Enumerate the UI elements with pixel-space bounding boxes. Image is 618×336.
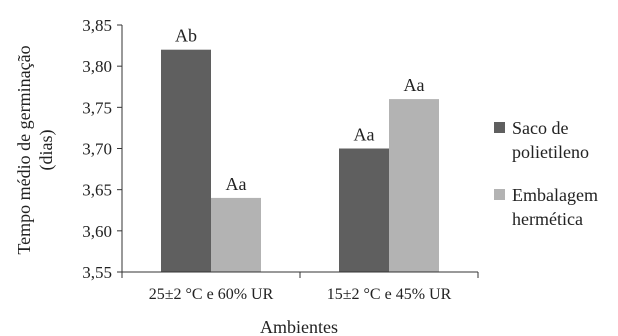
y-tick-label: 3,80: [82, 57, 112, 76]
y-axis-title-line-1: Tempo médio de germinação: [14, 45, 34, 254]
legend-label: Embalagem: [512, 185, 598, 205]
bars: [161, 49, 439, 273]
x-axis-ticks: [121, 272, 479, 278]
data-labels: Ab Aa Aa Aa: [175, 26, 425, 194]
x-category-label: 15±2 °C e 45% UR: [327, 286, 452, 303]
legend-swatch: [494, 189, 505, 200]
y-tick-label: 3,60: [82, 222, 112, 241]
data-label: Aa: [226, 174, 247, 194]
y-axis-title: Tempo médio de germinação (dias): [14, 45, 57, 254]
y-tick-label: 3,85: [82, 16, 112, 35]
legend-label: hermética: [512, 209, 583, 229]
data-label: Aa: [354, 125, 375, 145]
legend-swatch: [494, 122, 505, 133]
y-tick-label: 3,55: [82, 263, 112, 282]
bar: [161, 49, 211, 273]
x-axis-category-labels: 25±2 °C e 60% UR 15±2 °C e 45% UR: [149, 286, 452, 303]
bar: [339, 148, 389, 272]
legend: Saco de polietileno Embalagem hermética: [494, 118, 598, 229]
x-category-label: 25±2 °C e 60% UR: [149, 286, 274, 303]
y-tick-label: 3,70: [82, 140, 112, 159]
bar: [211, 197, 261, 272]
data-label: Aa: [404, 75, 425, 95]
y-axis-title-line-2: (dias): [36, 130, 57, 171]
y-tick-label: 3,65: [82, 181, 112, 200]
bar: [389, 99, 439, 272]
y-axis-ticks: 3,55 3,60 3,65 3,70 3,75 3,80 3,85: [82, 16, 122, 282]
legend-label: polietileno: [512, 142, 589, 162]
legend-label: Saco de: [512, 118, 568, 138]
x-axis-title: Ambientes: [260, 317, 338, 336]
y-tick-label: 3,75: [82, 98, 112, 117]
data-label: Ab: [175, 26, 197, 46]
